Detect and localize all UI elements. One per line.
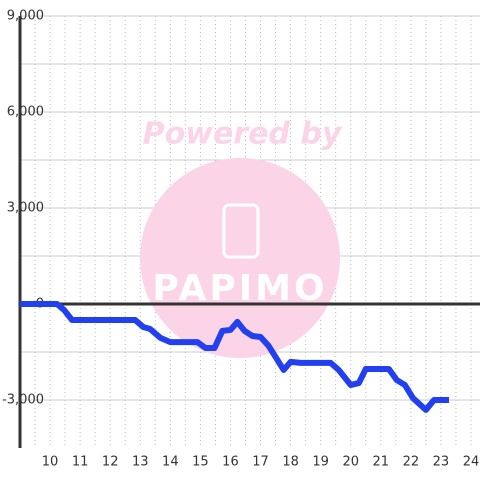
x-tick-label: 22 bbox=[403, 455, 420, 470]
watermark-logo: PAPIMO bbox=[152, 268, 327, 309]
x-tick-label: 15 bbox=[192, 455, 209, 470]
x-tick-label: 20 bbox=[342, 455, 359, 470]
watermark-icon bbox=[222, 203, 260, 259]
x-tick-label: 10 bbox=[42, 455, 59, 470]
x-tick-label: 13 bbox=[132, 455, 149, 470]
x-tick-label: 23 bbox=[433, 455, 450, 470]
x-tick-label: 24 bbox=[463, 455, 480, 470]
watermark: Powered by PAPIMO bbox=[140, 117, 343, 358]
watermark-text: Powered by bbox=[143, 117, 343, 152]
x-tick-label: 12 bbox=[102, 455, 119, 470]
x-tick-label: 14 bbox=[162, 455, 179, 470]
y-tick-label: 3,000 bbox=[7, 201, 44, 216]
x-tick-label: 17 bbox=[252, 455, 269, 470]
x-tick-label: 21 bbox=[373, 455, 390, 470]
x-tick-label: 16 bbox=[222, 455, 239, 470]
y-tick-label: -3,000 bbox=[2, 393, 44, 408]
x-tick-label: 19 bbox=[312, 455, 329, 470]
y-tick-label: 9,000 bbox=[7, 9, 44, 24]
x-tick-label: 18 bbox=[282, 455, 299, 470]
y-tick-label: 6,000 bbox=[7, 105, 44, 120]
data-line bbox=[20, 301, 450, 413]
x-tick-label: 11 bbox=[72, 455, 89, 470]
